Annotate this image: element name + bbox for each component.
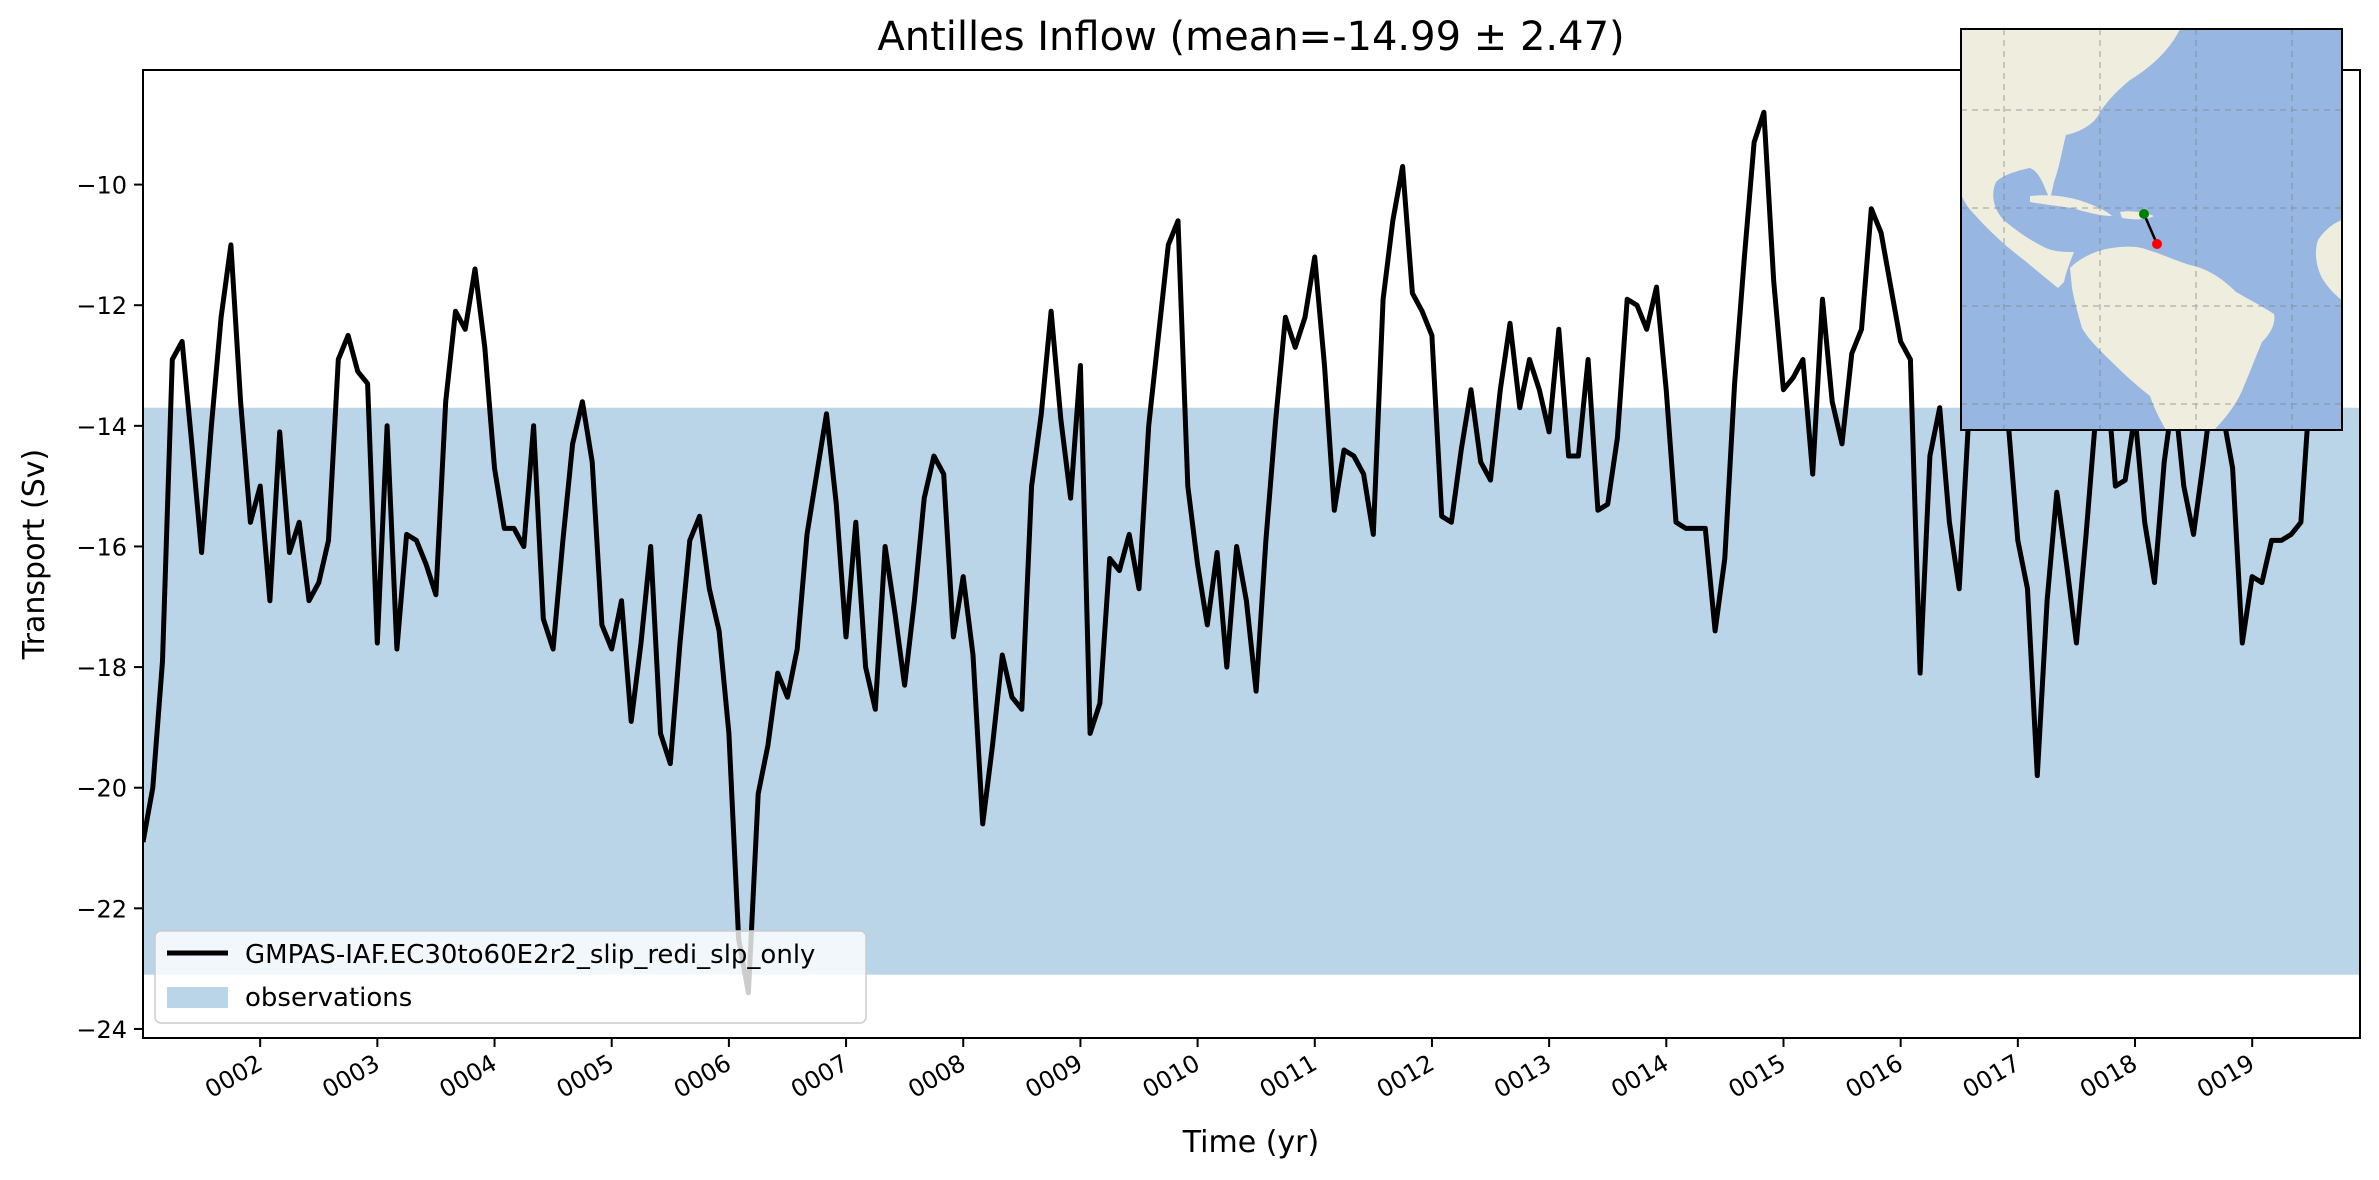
y-tick-label: −18 [76,654,127,682]
x-tick-label: 0006 [669,1049,736,1104]
observations-band [143,407,2360,975]
legend: GMPAS-IAF.EC30to60E2r2_slip_redi_slp_onl… [154,930,867,1024]
x-tick-label: 0014 [1606,1049,1673,1104]
y-tick-label: −14 [76,413,127,441]
plot-frame [142,69,2361,1039]
transect-start-point [2139,209,2149,219]
x-tick-label: 0005 [552,1049,619,1104]
transect-end-point [2152,239,2162,249]
chart-title: Antilles Inflow (mean=-14.99 ± 2.47) [877,14,1624,60]
x-tick-label: 0010 [1138,1049,1205,1104]
legend-swatch-observations [167,987,228,1008]
y-tick-label: −12 [76,292,127,320]
y-tick-label: −22 [76,895,127,923]
x-tick-label: 0015 [1724,1049,1791,1104]
x-tick-label: 0013 [1489,1049,1556,1104]
legend-label-observations: observations [245,983,412,1013]
x-tick-label: 0012 [1372,1049,1439,1104]
map-land-africa [2315,220,2342,300]
y-axis: −24 −22 −20 −18 −16 −14 −12 −10 [76,172,143,1044]
x-axis: 0002 0003 0004 0005 0006 0007 0008 0009 0010 0011… [200,1038,2259,1104]
x-tick-label: 0004 [435,1049,502,1104]
x-axis-label: Time (yr) [1182,1125,1319,1160]
x-tick-label: 0017 [1958,1049,2025,1104]
x-tick-label: 0007 [786,1049,853,1104]
transect-line [2142,213,2159,245]
x-tick-label: 0003 [317,1049,384,1104]
legend-box [154,930,867,1024]
map-land-north-america [1961,29,2180,288]
y-tick-label: −20 [76,775,127,803]
y-axis-label: Transport (Sv) [17,449,52,661]
map-land-greater-antilles [2030,195,2154,220]
map-land-south-america [2070,246,2275,430]
y-tick-label: −16 [76,533,127,561]
x-tick-label: 0011 [1255,1049,1322,1104]
map-graticule [1961,29,2342,430]
y-tick-label: −24 [76,1016,127,1044]
x-tick-label: 0008 [903,1049,970,1104]
x-tick-label: 0019 [2192,1049,2259,1104]
legend-label-model: GMPAS-IAF.EC30to60E2r2_slip_redi_slp_onl… [245,940,815,970]
inset-map-frame [1960,28,2343,431]
x-tick-label: 0009 [1021,1049,1088,1104]
inset-map [1960,28,2343,431]
x-tick-label: 0016 [1841,1049,1908,1104]
x-tick-label: 0018 [2075,1049,2142,1104]
y-tick-label: −10 [76,172,127,200]
x-tick-label: 0002 [200,1049,267,1104]
